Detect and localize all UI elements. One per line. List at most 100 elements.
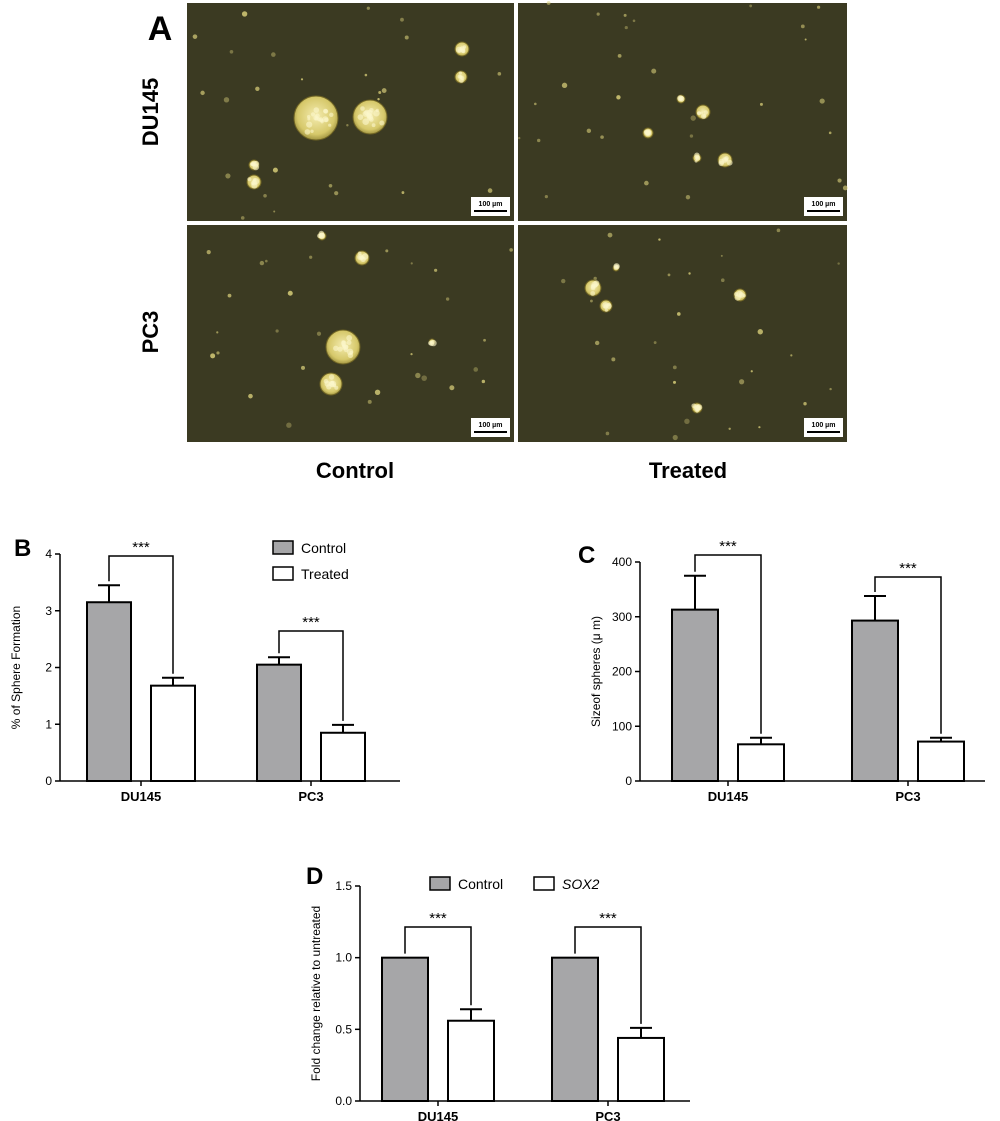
debris-particle [544, 195, 548, 199]
debris-particle [225, 173, 231, 179]
cell-texture [304, 129, 311, 135]
debris-particle [689, 134, 694, 138]
cell-texture [428, 340, 433, 346]
debris-particle [216, 351, 220, 355]
x-tick-label: PC3 [895, 789, 920, 804]
debris-particle [434, 268, 438, 272]
y-axis-label: Sizeof spheres (μ m) [589, 616, 603, 727]
significance-label: *** [132, 539, 150, 556]
debris-particle [445, 297, 450, 301]
cell-texture [310, 112, 316, 117]
y-tick-label: 0 [45, 774, 52, 788]
debris-particle [561, 278, 566, 284]
debris-particle [206, 250, 211, 255]
cell-texture [360, 256, 366, 262]
debris-particle [561, 82, 568, 89]
debris-particle [265, 259, 268, 263]
y-tick-label: 4 [45, 547, 52, 561]
debris-particle [272, 167, 278, 173]
cell-texture [590, 285, 596, 291]
y-tick-label: 2 [45, 661, 52, 675]
panel-a-letter: A [148, 10, 173, 48]
debris-particle [685, 194, 691, 200]
bar [86, 601, 132, 782]
debris-particle [377, 97, 380, 101]
bar [320, 731, 366, 783]
debris-particle [828, 131, 832, 135]
debris-particle [623, 13, 627, 17]
cell-texture [718, 160, 724, 166]
cell-texture [330, 381, 335, 386]
cell-texture [702, 114, 706, 118]
debris-particle [677, 312, 681, 316]
debris-particle [300, 78, 304, 81]
y-tick-label: 300 [612, 610, 632, 624]
cell-texture [328, 374, 335, 380]
cell-sphere [695, 104, 711, 120]
y-tick-label: 400 [612, 555, 632, 569]
debris-particle [415, 372, 421, 379]
debris-particle [590, 299, 593, 303]
cell-texture [329, 112, 334, 118]
legend-swatch [272, 540, 294, 555]
cell-texture [734, 292, 739, 297]
debris-particle [227, 293, 232, 298]
significance-bracket [574, 926, 642, 1024]
significance-bracket [404, 926, 472, 1006]
significance-bracket [278, 630, 344, 721]
debris-particle [421, 375, 427, 381]
debris-particle [309, 255, 313, 259]
debris-particle [248, 393, 253, 399]
significance-label: *** [599, 910, 617, 927]
micrograph-pc3-treated: 100 µm [518, 225, 847, 442]
y-axis-label: Fold change relative to untreated [309, 906, 323, 1081]
scale-bar-label: 100 µm [812, 201, 836, 208]
debris-particle [667, 273, 671, 277]
bar [551, 956, 599, 1103]
debris-particle [400, 17, 404, 22]
debris-particle [837, 262, 840, 265]
y-tick-label: 0.5 [335, 1022, 352, 1036]
bar [737, 743, 785, 783]
debris-particle [301, 365, 306, 370]
debris-particle [758, 426, 761, 429]
row-label-pc3: PC3 [138, 311, 163, 354]
cell-texture [362, 110, 369, 117]
debris-particle [816, 5, 821, 9]
row-label-du145: DU145 [138, 78, 163, 146]
debris-particle [273, 210, 276, 213]
debris-particle [653, 341, 657, 344]
x-tick-label: PC3 [595, 1109, 620, 1121]
cell-texture [455, 46, 463, 53]
cell-texture [324, 380, 331, 387]
x-tick-label: DU145 [418, 1109, 458, 1121]
debris-particle [720, 254, 723, 257]
significance-label: *** [302, 614, 320, 631]
debris-particle [804, 38, 807, 41]
bar [447, 1019, 495, 1103]
debris-particle [364, 73, 368, 77]
cell-texture [328, 123, 332, 127]
cell-texture [362, 118, 370, 125]
x-tick-label: PC3 [298, 789, 323, 804]
debris-particle [328, 183, 333, 188]
cell-texture [347, 352, 354, 358]
legend-label: SOX2 [562, 876, 600, 892]
significance-label: *** [429, 910, 447, 927]
micrograph-background [518, 225, 847, 442]
cell-texture [334, 385, 339, 390]
debris-particle [800, 24, 805, 29]
cell-texture [341, 340, 346, 345]
debris-particle [367, 399, 372, 404]
debris-particle [366, 6, 370, 10]
micrograph-du145-control: 100 µm [187, 3, 514, 221]
cell-texture [367, 114, 372, 120]
debris-particle [672, 365, 677, 370]
y-tick-label: 200 [612, 665, 632, 679]
debris-particle [596, 12, 600, 16]
debris-particle [632, 19, 636, 23]
debris-particle [255, 86, 260, 91]
debris-particle [688, 272, 691, 275]
cell-texture [357, 114, 364, 120]
